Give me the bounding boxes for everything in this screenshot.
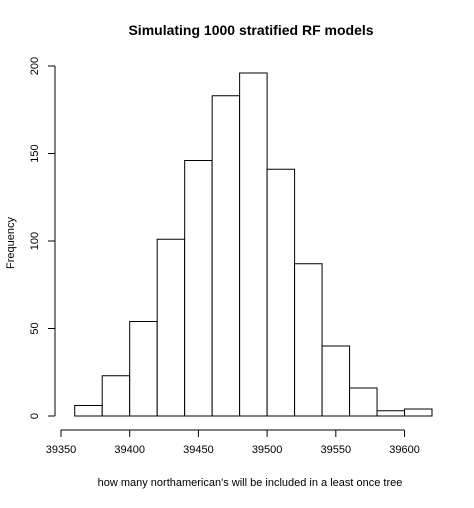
x-tick-label: 39400 [114,444,145,456]
y-axis: 0 50 100 150 200 [29,57,56,419]
histogram-bar [184,160,213,417]
histogram-bar [239,72,268,417]
x-tick-label: 39500 [252,444,283,456]
y-tick-label: 150 [29,144,41,162]
histogram-bar [101,375,131,417]
x-tick-label: 39550 [321,444,352,456]
x-tick-label: 39600 [389,444,420,456]
y-tick-label: 0 [29,413,41,419]
histogram-bar [294,263,323,417]
y-tick-label: 200 [29,57,41,75]
histogram-bar [211,95,241,417]
y-tick-label: 100 [29,232,41,250]
histogram-bar [74,405,103,417]
chart-title: Simulating 1000 stratified RF models [128,22,373,38]
histogram-bar [376,410,406,417]
x-tick-label: 39350 [46,444,77,456]
histogram-bar [129,321,158,417]
histogram-bars [74,72,433,417]
x-axis-label: how many northamerican's will be include… [98,477,403,489]
x-axis: 39350 39400 39450 39500 39550 39600 [46,429,420,456]
histogram-bar [404,408,433,417]
y-tick-label: 50 [29,322,41,334]
histogram-bar [266,168,296,417]
histogram-bar [156,238,186,417]
histogram-bar [349,387,378,417]
x-tick-label: 39450 [183,444,214,456]
histogram-bar [321,345,351,417]
y-axis-label: Frequency [5,217,17,269]
